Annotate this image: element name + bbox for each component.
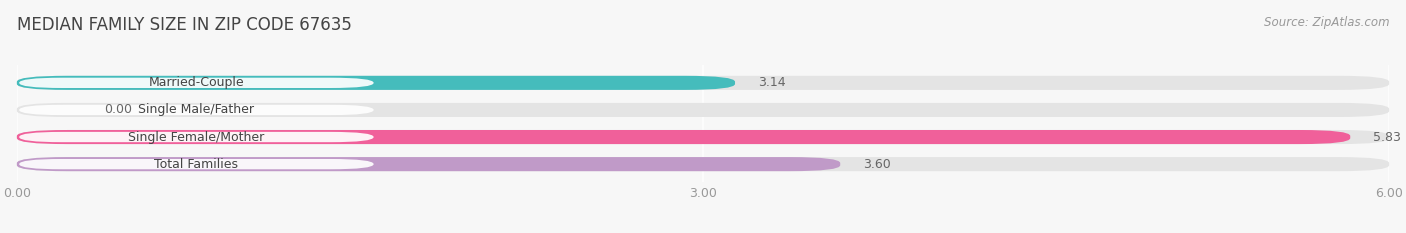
FancyBboxPatch shape: [17, 130, 1350, 144]
Text: 3.60: 3.60: [863, 158, 891, 171]
FancyBboxPatch shape: [17, 157, 841, 171]
FancyBboxPatch shape: [20, 159, 374, 169]
Text: Married-Couple: Married-Couple: [149, 76, 245, 89]
Text: MEDIAN FAMILY SIZE IN ZIP CODE 67635: MEDIAN FAMILY SIZE IN ZIP CODE 67635: [17, 16, 352, 34]
FancyBboxPatch shape: [20, 78, 374, 88]
FancyBboxPatch shape: [17, 130, 1389, 144]
FancyBboxPatch shape: [20, 132, 374, 142]
FancyBboxPatch shape: [20, 105, 374, 115]
Text: 5.83: 5.83: [1374, 130, 1400, 144]
FancyBboxPatch shape: [17, 157, 1389, 171]
FancyBboxPatch shape: [17, 76, 735, 90]
Text: Single Female/Mother: Single Female/Mother: [128, 130, 264, 144]
Text: 3.14: 3.14: [758, 76, 786, 89]
Text: Total Families: Total Families: [155, 158, 239, 171]
Text: Single Male/Father: Single Male/Father: [138, 103, 254, 116]
FancyBboxPatch shape: [17, 103, 1389, 117]
FancyBboxPatch shape: [17, 76, 1389, 90]
Text: 0.00: 0.00: [104, 103, 132, 116]
Text: Source: ZipAtlas.com: Source: ZipAtlas.com: [1264, 16, 1389, 29]
